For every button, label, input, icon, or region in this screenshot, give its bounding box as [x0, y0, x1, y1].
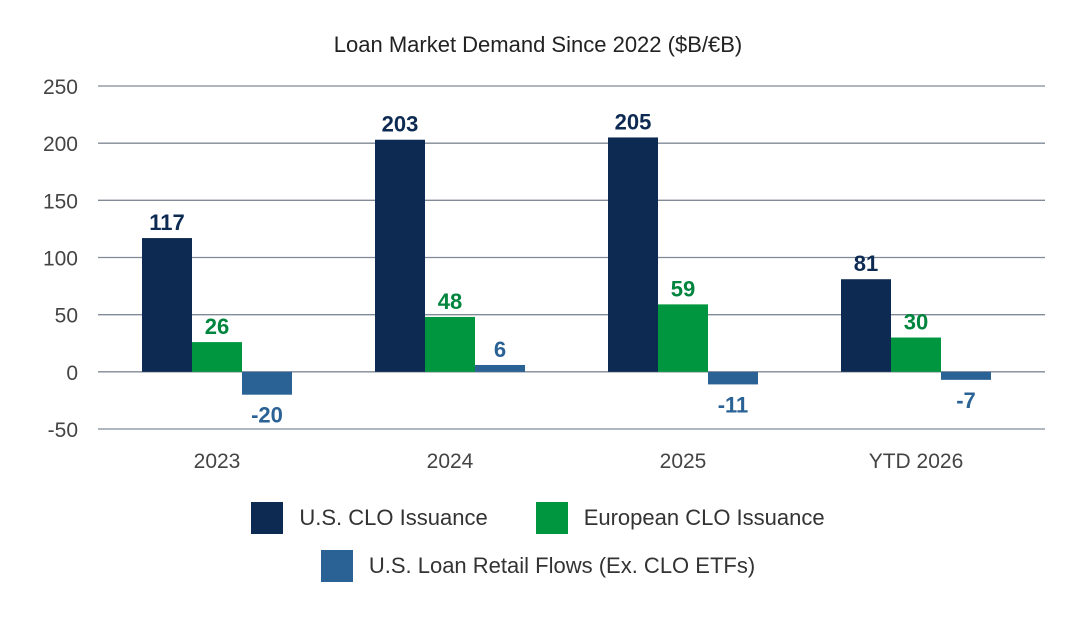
- legend-item-us-clo: U.S. CLO Issuance: [251, 502, 488, 534]
- legend-label-us-clo: U.S. CLO Issuance: [299, 505, 488, 530]
- y-tick-label: 0: [66, 362, 78, 385]
- legend-swatch-european-clo: [535, 502, 568, 534]
- data-label: 48: [438, 289, 462, 314]
- legend-item-us-retail-flows: U.S. Loan Retail Flows (Ex. CLO ETFs): [320, 550, 756, 582]
- data-label: 81: [854, 251, 878, 276]
- data-label: 205: [615, 109, 652, 134]
- legend-swatch-us-clo: [251, 502, 284, 534]
- y-tick-label: 200: [43, 133, 78, 156]
- y-axis: -50 0 50 100 150 200 250: [43, 76, 78, 442]
- chart-title: Loan Market Demand Since 2022 ($B/€B): [334, 32, 742, 57]
- grid-lines: [98, 85, 1045, 430]
- bar: [658, 304, 708, 372]
- data-label: 26: [205, 314, 229, 339]
- bar: [708, 371, 758, 385]
- x-tick-label: 2023: [194, 450, 241, 470]
- bar: [891, 337, 941, 372]
- data-label: 203: [382, 112, 419, 137]
- y-tick-label: 50: [55, 305, 78, 328]
- legend-label-european-clo: European CLO Issuance: [583, 505, 825, 530]
- bar: [142, 238, 192, 372]
- data-label: 30: [904, 310, 928, 335]
- data-label: 59: [671, 276, 695, 301]
- legend-row-2: U.S. Loan Retail Flows (Ex. CLO ETFs): [0, 550, 1076, 582]
- bar: [242, 371, 292, 395]
- data-label: 117: [149, 210, 185, 235]
- y-tick-label: 150: [43, 190, 78, 213]
- legend-item-european-clo: European CLO Issuance: [535, 502, 825, 534]
- bar: [475, 364, 525, 372]
- y-tick-label: 250: [43, 76, 78, 99]
- data-label: -7: [956, 388, 976, 413]
- y-tick-label: 100: [43, 248, 78, 271]
- bars: 117 26 -20 203 48 6 205 59 -11 81 30 -7: [142, 109, 991, 428]
- x-axis: 2023 2024 2025 YTD 2026: [194, 450, 964, 470]
- bar: [608, 137, 658, 372]
- legend-label-us-retail-flows: U.S. Loan Retail Flows (Ex. CLO ETFs): [368, 553, 756, 578]
- bar: [841, 279, 891, 372]
- x-tick-label: 2024: [427, 450, 474, 470]
- bar: [192, 342, 242, 372]
- legend-swatch-us-retail-flows: [320, 550, 353, 582]
- x-tick-label: YTD 2026: [869, 450, 964, 470]
- y-tick-label: -50: [48, 419, 78, 442]
- data-label: -20: [251, 403, 283, 428]
- x-tick-label: 2025: [660, 450, 707, 470]
- bar: [375, 139, 425, 372]
- data-label: -11: [718, 392, 749, 417]
- chart: Loan Market Demand Since 2022 ($B/€B) -5…: [43, 32, 1045, 470]
- bar: [425, 316, 475, 372]
- bar: [941, 371, 991, 380]
- legend-row-1: U.S. CLO Issuance European CLO Issuance: [0, 502, 1076, 534]
- data-label: 6: [494, 337, 506, 362]
